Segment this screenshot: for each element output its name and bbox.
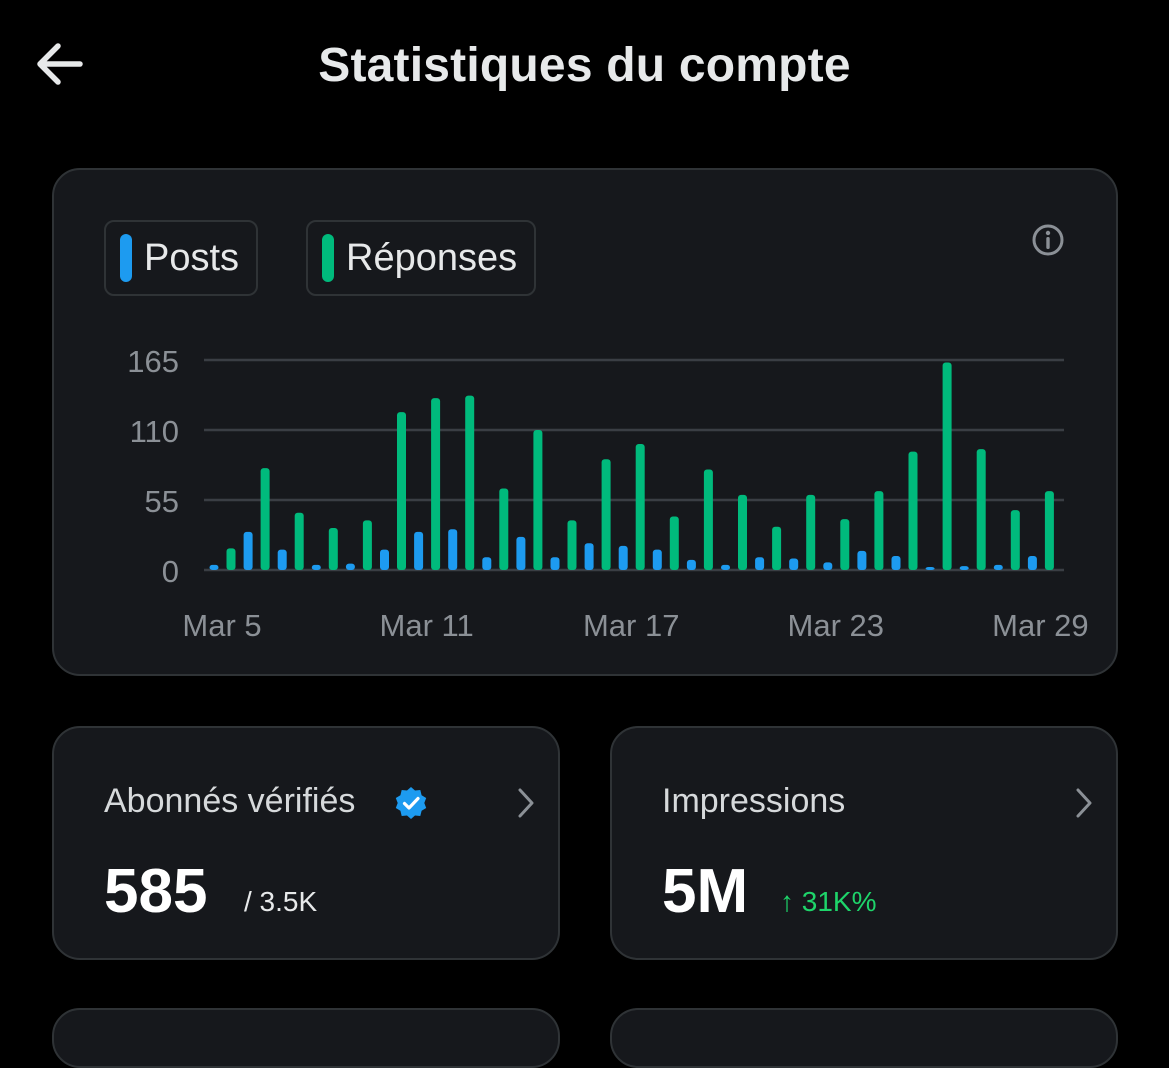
bar-posts (277, 549, 287, 570)
bar-replies (669, 516, 679, 570)
activity-chart-card: Posts Réponses 0 55 110 165 Mar 5 Mar 11 Mar 1… (52, 168, 1118, 676)
impressions-label: Impressions (662, 782, 846, 820)
verified-followers-label: Abonnés vérifiés (104, 782, 356, 820)
bar-posts (243, 531, 253, 570)
bar-replies (328, 528, 338, 570)
info-button[interactable] (1030, 222, 1066, 258)
bar-posts (993, 564, 1003, 570)
verified-followers-value: 585 (104, 857, 208, 926)
bar-posts (721, 564, 730, 570)
top-bar: Statistiques du compte (0, 0, 1169, 130)
bar-replies (1044, 491, 1054, 570)
legend-posts-label: Posts (144, 236, 240, 279)
bar-posts (516, 536, 526, 570)
bar-replies (294, 512, 304, 570)
bar-posts (345, 563, 355, 570)
bar-posts (209, 564, 219, 570)
bar-replies (635, 444, 645, 570)
bar-posts (414, 531, 424, 570)
info-icon (1032, 224, 1064, 256)
bar-replies (431, 398, 441, 570)
bar-replies (465, 395, 475, 570)
chevron-right-icon (1076, 788, 1092, 818)
bar-posts (857, 550, 867, 570)
y-tick-label: 110 (130, 414, 179, 449)
posts-swatch (120, 234, 132, 282)
verified-followers-total: / 3.5K (244, 886, 318, 917)
y-tick-label: 55 (145, 484, 179, 519)
bar-posts (550, 557, 560, 570)
bar-replies (397, 412, 406, 570)
bar-posts (618, 545, 628, 570)
x-tick-label: Mar 5 (182, 608, 261, 643)
bar-replies (874, 491, 884, 570)
bar-posts (448, 529, 458, 570)
verified-badge-icon (395, 787, 427, 819)
bar-replies (703, 469, 713, 570)
stat-card-partial[interactable] (610, 1008, 1118, 1068)
legend-posts-toggle[interactable]: Posts (104, 220, 258, 296)
bar-replies (1010, 510, 1020, 570)
bar-posts (380, 549, 389, 570)
chevron-right-icon (518, 788, 534, 818)
bar-chart: 0 55 110 165 Mar 5 Mar 11 Mar 17 Mar 23 Mar 29 (127, 344, 1088, 643)
bar-replies (976, 449, 986, 570)
bar-replies (567, 520, 577, 570)
bar-replies (226, 548, 236, 570)
bar-replies (738, 494, 747, 570)
x-tick-label: Mar 23 (788, 608, 884, 643)
y-tick-label: 0 (162, 554, 179, 589)
x-tick-label: Mar 29 (992, 608, 1088, 643)
x-tick-label: Mar 11 (380, 608, 474, 643)
impressions-delta: ↑ 31K% (780, 886, 877, 917)
bar-posts (925, 567, 935, 570)
bar-replies (772, 526, 782, 570)
bar-replies (260, 468, 270, 570)
bar-replies (601, 459, 611, 570)
verified-followers-card[interactable]: Abonnés vérifiés 585 / 3.5K (52, 726, 560, 960)
replies-swatch (322, 234, 334, 282)
stat-card-partial[interactable] (52, 1008, 560, 1068)
bar-replies (908, 451, 918, 570)
bar-posts (1027, 556, 1037, 570)
y-tick-label: 165 (127, 344, 179, 379)
bar-posts (823, 562, 833, 570)
bar-posts (891, 556, 901, 570)
bar-posts (686, 559, 696, 570)
bar-replies (362, 520, 372, 570)
bar-replies (533, 430, 543, 570)
legend-replies-label: Réponses (346, 236, 518, 279)
legend-replies-toggle[interactable]: Réponses (306, 220, 536, 296)
bar-posts (755, 557, 765, 570)
bar-replies (840, 519, 850, 570)
bar-posts (311, 564, 321, 570)
bar-replies (942, 362, 952, 570)
page-title: Statistiques du compte (318, 39, 851, 92)
x-tick-label: Mar 17 (583, 608, 679, 643)
impressions-card[interactable]: Impressions 5M ↑ 31K% (610, 726, 1118, 960)
bar-posts (652, 549, 662, 570)
bar-posts (482, 557, 492, 570)
bar-posts (789, 558, 799, 570)
bar-replies (499, 488, 509, 570)
back-button[interactable] (30, 36, 90, 92)
impressions-value: 5M (662, 857, 749, 926)
bar-replies (806, 494, 816, 570)
bar-posts (959, 566, 969, 570)
bar-posts (584, 543, 594, 570)
arrow-left-icon (37, 43, 83, 85)
